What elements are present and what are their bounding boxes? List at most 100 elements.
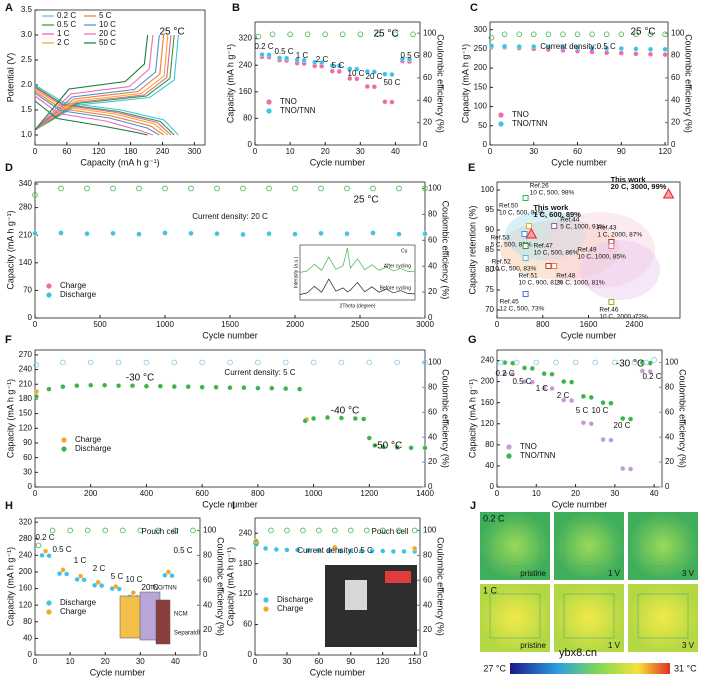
- data-point: [322, 31, 329, 38]
- annotation: 25 °C: [159, 27, 184, 38]
- annotation: 5 C: [332, 61, 345, 70]
- data-point: [379, 527, 386, 534]
- y-axis-label: Potential (V): [5, 53, 15, 103]
- y-tick-label: 150: [19, 409, 33, 418]
- data-point: [284, 547, 290, 553]
- annotation: 10 C: [348, 69, 365, 78]
- curve: [34, 34, 175, 136]
- y-tick-label: 210: [19, 379, 33, 388]
- y-tick-label: 0: [490, 482, 495, 491]
- panel-label: G: [468, 334, 477, 346]
- y2-tick-label: 0: [671, 140, 676, 149]
- data-point: [541, 385, 547, 391]
- curve: [34, 34, 149, 136]
- data-point: [608, 299, 615, 305]
- y-tick-label: 75: [485, 285, 494, 294]
- data-point: [277, 55, 283, 61]
- data-point: [84, 185, 90, 192]
- legend-swatch: [263, 597, 269, 603]
- data-point: [541, 371, 547, 377]
- data-point: [364, 68, 370, 75]
- data-point: [116, 383, 122, 389]
- data-point: [49, 527, 56, 534]
- data-point: [366, 435, 372, 441]
- y2-tick-label: 40: [671, 95, 680, 104]
- x-tick-label: 10: [286, 147, 295, 156]
- legend-label: TNO/TNN: [512, 119, 548, 128]
- data-point: [213, 384, 219, 390]
- data-point: [410, 31, 416, 38]
- data-point: [266, 185, 272, 192]
- plot-frame: [489, 21, 669, 146]
- data-point: [302, 418, 308, 424]
- x-tick-label: 800: [536, 320, 550, 329]
- legend-swatch: [46, 283, 52, 289]
- data-point: [119, 527, 126, 534]
- x-tick-label: 30: [610, 489, 619, 498]
- image-caption: pristine: [520, 641, 546, 650]
- y-tick-label: 140: [19, 258, 33, 267]
- y-tick-label: 160: [481, 398, 495, 407]
- x-tick-label: 2500: [351, 320, 369, 329]
- y2-tick-label: 40: [428, 261, 437, 270]
- data-point: [304, 31, 311, 38]
- data-point: [337, 548, 343, 554]
- data-point: [84, 231, 90, 237]
- data-point: [287, 31, 293, 38]
- data-point: [60, 567, 66, 573]
- y-tick-label: 100: [474, 102, 488, 111]
- cell-illustration: [155, 599, 171, 645]
- data-point: [545, 31, 552, 38]
- data-point: [580, 393, 586, 399]
- data-point: [136, 231, 142, 237]
- y-tick-label: 40: [23, 634, 32, 643]
- data-point: [344, 185, 350, 192]
- annotation: 0.5 C: [52, 545, 71, 554]
- annotation: 0.5 C: [173, 546, 192, 555]
- data-point: [253, 540, 259, 546]
- thermal-image: [628, 512, 698, 580]
- annotation: 25 °C: [353, 195, 378, 206]
- data-point: [361, 416, 367, 422]
- y2-axis-label: Coulombic efficiency (%): [436, 34, 446, 133]
- x-tick-label: 20: [321, 147, 330, 156]
- point-note: 10 C, 2000, 72%: [599, 314, 648, 321]
- y2-tick-label: 40: [428, 432, 437, 441]
- x-tick-label: 300: [188, 147, 202, 156]
- data-point: [348, 527, 354, 534]
- data-point: [32, 230, 38, 236]
- point-label: Ref.52: [492, 259, 512, 266]
- x-axis-label: Cycle number: [90, 667, 146, 677]
- data-point: [522, 291, 529, 297]
- data-point: [608, 243, 615, 249]
- data-point: [78, 573, 84, 579]
- x-tick-label: 0: [253, 657, 258, 666]
- data-point: [608, 437, 614, 443]
- data-point: [199, 359, 205, 366]
- panel-label: A: [5, 2, 13, 14]
- data-point: [380, 548, 386, 554]
- annotation: 10 C: [592, 406, 609, 415]
- annotation: Current density:0.5 C: [540, 42, 616, 51]
- annotation: 25 °C: [373, 29, 398, 40]
- legend-label: Discharge: [75, 444, 112, 453]
- data-point: [305, 547, 311, 554]
- annotation: 0.5 C: [512, 377, 531, 386]
- y2-tick-label: 80: [671, 51, 680, 60]
- data-point: [390, 548, 396, 555]
- y2-axis-label: Coulombic efficiency (%): [441, 369, 451, 468]
- data-point: [412, 545, 418, 551]
- data-point: [311, 415, 317, 422]
- legend-swatch: [46, 292, 52, 298]
- thermal-cell: [489, 521, 541, 567]
- legend-label: 10 C: [99, 20, 116, 29]
- x-tick-label: 2400: [625, 320, 643, 329]
- y2-tick-label: 60: [671, 73, 680, 82]
- data-point: [643, 359, 650, 366]
- data-point: [284, 55, 290, 61]
- legend-label: TNO/TNN: [520, 451, 556, 460]
- y-tick-label: 1.0: [21, 130, 33, 139]
- annotation: -50 °C: [374, 441, 402, 452]
- point-note: 10 C, 500, 83%: [492, 266, 537, 273]
